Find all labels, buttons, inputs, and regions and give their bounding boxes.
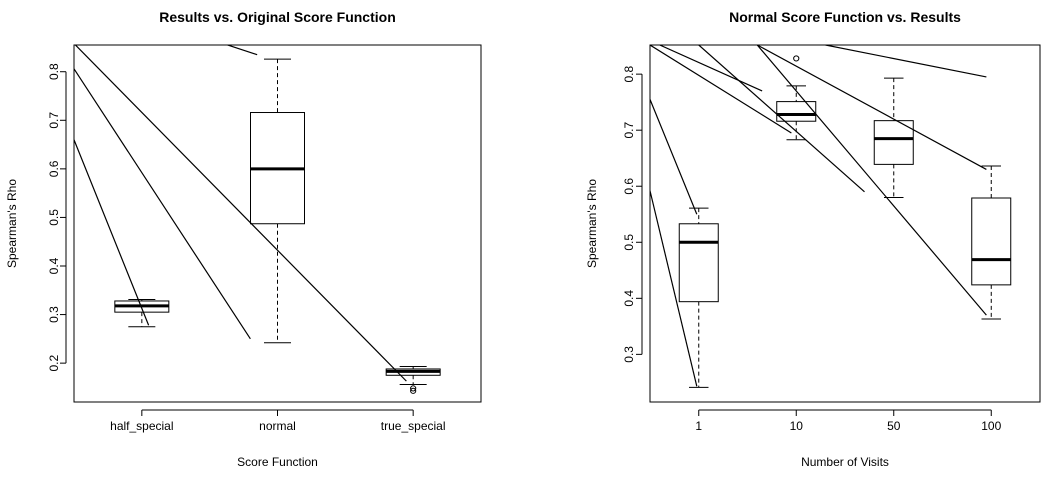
y-tick-label: 0.6 — [622, 178, 636, 195]
outlier-point — [793, 55, 800, 62]
box-half_special — [114, 299, 170, 328]
x-tick-label: 1 — [695, 419, 702, 433]
x-tick-label: 50 — [887, 419, 901, 433]
diagonal-line — [756, 45, 987, 170]
diagonal-line — [650, 45, 792, 134]
diagonal-line — [698, 45, 865, 193]
y-tick-label: 0.6 — [47, 160, 61, 177]
y-tick-label: 0.8 — [622, 65, 636, 82]
x-tick-label: 10 — [790, 419, 804, 433]
diagonal-line — [74, 45, 407, 382]
box-iqr — [971, 197, 1012, 286]
y-tick-label: 0.2 — [47, 354, 61, 371]
right-panel: Normal Score Function vs. Results 0.3 0.4 0… — [585, 9, 1041, 469]
box-true_special — [385, 366, 441, 394]
x-tick-label: true_special — [381, 419, 446, 433]
y-axis-title: Spearman's Rho — [585, 179, 599, 268]
diagonal-line — [74, 139, 150, 326]
box-iqr — [678, 223, 719, 303]
chart-title: Normal Score Function vs. Results — [729, 9, 961, 25]
box-10 — [776, 55, 817, 141]
outlier-point — [410, 387, 417, 394]
diagonal-line — [756, 45, 987, 316]
x-axis-title: Score Function — [237, 455, 318, 469]
x-tick-label: 100 — [981, 419, 1001, 433]
overlay-lines — [74, 45, 407, 382]
y-tick-label: 0.3 — [47, 306, 61, 323]
x-axis-title: Number of Visits — [801, 455, 889, 469]
y-tick-label: 0.4 — [622, 290, 636, 307]
y-tick-label: 0.5 — [622, 234, 636, 251]
chart-title: Results vs. Original Score Function — [159, 9, 396, 25]
plot-frame — [649, 44, 1041, 403]
box-100 — [971, 165, 1012, 320]
overlay-lines — [650, 45, 987, 387]
y-tick-label: 0.7 — [622, 122, 636, 139]
box-normal — [250, 58, 305, 344]
x-tick-label: normal — [259, 419, 296, 433]
y-tick-label: 0.4 — [47, 257, 61, 274]
box-iqr — [873, 120, 914, 165]
plot-frame — [73, 44, 482, 403]
y-tick-label: 0.8 — [47, 63, 61, 80]
diagonal-line — [825, 45, 987, 78]
left-panel: Results vs. Original Score Function 0.2 0.… — [5, 9, 482, 469]
outlier-point — [410, 385, 417, 392]
box-1 — [678, 207, 719, 388]
diagonal-line — [650, 99, 698, 215]
y-tick-label: 0.7 — [47, 112, 61, 129]
diagonal-line — [650, 190, 698, 387]
y-tick-label: 0.3 — [622, 346, 636, 363]
box-50 — [873, 77, 914, 198]
diagonal-line — [659, 45, 763, 92]
y-tick-label: 0.5 — [47, 209, 61, 226]
y-axis-title: Spearman's Rho — [5, 179, 19, 268]
diagonal-line — [74, 68, 251, 340]
x-tick-label: half_special — [110, 419, 173, 433]
box-iqr — [776, 101, 817, 122]
diagonal-line — [225, 45, 258, 56]
